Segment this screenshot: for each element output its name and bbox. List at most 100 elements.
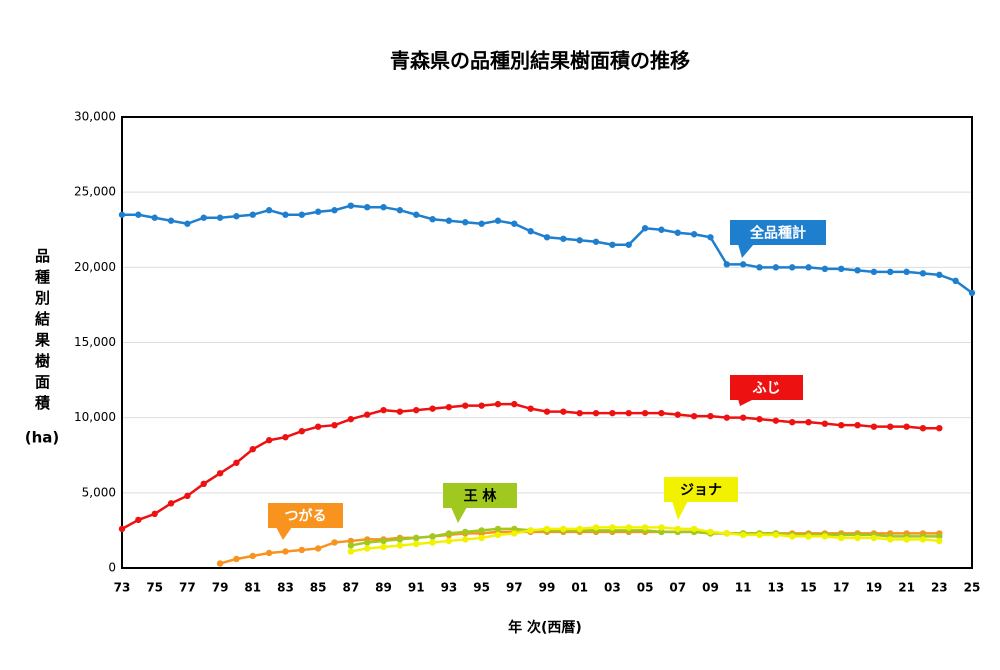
x-tick-label: 87: [342, 581, 359, 595]
data-point: [184, 492, 191, 500]
data-point: [723, 530, 731, 537]
plot-frame: [121, 116, 973, 569]
data-point: [821, 265, 829, 273]
x-axis-label: 年 次(西暦): [508, 619, 582, 636]
data-point: [282, 211, 289, 218]
data-point: [821, 533, 829, 540]
x-tick-label: 23: [931, 581, 948, 595]
callout: つがる: [268, 503, 343, 540]
data-point: [838, 534, 845, 542]
data-point: [314, 423, 322, 430]
y-axis-label: 品種別結果樹面積: [33, 248, 51, 416]
legend-label: ジョナ: [680, 483, 722, 499]
data-point: [380, 543, 387, 551]
data-point: [233, 459, 240, 466]
data-point: [674, 229, 681, 236]
data-point: [429, 216, 436, 223]
data-point: [821, 420, 829, 427]
data-point: [413, 406, 420, 414]
x-tick-label: 03: [604, 581, 621, 595]
data-point: [363, 539, 371, 546]
series-line: [122, 204, 973, 294]
data-point: [151, 214, 158, 221]
data-point: [167, 500, 175, 507]
data-point: [429, 405, 436, 412]
data-point: [952, 277, 959, 285]
legend-label: 王 林: [464, 488, 497, 505]
y-tick-label: 5,000: [82, 485, 116, 499]
data-point: [576, 237, 583, 244]
x-tick-label: 07: [669, 581, 686, 595]
data-point: [494, 217, 502, 224]
data-point: [838, 265, 845, 273]
data-point: [347, 202, 355, 209]
legend-label: 全品種計: [749, 225, 806, 242]
data-point: [854, 421, 861, 429]
x-tick-label: 79: [212, 581, 229, 595]
data-point: [936, 537, 943, 545]
data-point: [625, 241, 632, 248]
data-point: [919, 270, 927, 277]
data-point: [233, 555, 240, 563]
data-point: [331, 421, 338, 429]
data-point: [919, 536, 927, 543]
data-point: [560, 408, 567, 415]
y-tick-label: 20,000: [74, 260, 116, 274]
data-point: [690, 525, 698, 533]
data-point: [788, 264, 796, 271]
y-axis-unit: (ha): [25, 429, 60, 447]
data-point: [413, 534, 420, 542]
x-tick-label: 75: [146, 581, 163, 595]
x-tick-label: 09: [702, 581, 719, 595]
data-point: [478, 534, 485, 542]
data-point: [445, 403, 453, 411]
callout-pointer: [276, 527, 292, 540]
data-point: [135, 211, 142, 218]
data-point: [707, 412, 714, 420]
x-tick-label: 01: [571, 581, 588, 595]
data-point: [151, 510, 158, 518]
data-point: [756, 531, 763, 539]
data-point: [298, 546, 306, 554]
x-tick-label: 25: [964, 581, 981, 595]
data-point: [674, 525, 681, 533]
data-point: [511, 400, 518, 408]
data-point: [887, 423, 894, 430]
data-point: [788, 533, 796, 540]
data-point: [347, 537, 355, 545]
data-point: [543, 525, 551, 533]
data-point: [429, 533, 436, 540]
data-point: [854, 534, 861, 542]
data-point: [625, 524, 632, 531]
data-point: [854, 267, 861, 274]
data-point: [380, 204, 387, 211]
data-point: [870, 423, 878, 430]
x-tick-label: 19: [866, 581, 883, 595]
x-tick-label: 91: [408, 581, 425, 595]
data-point: [707, 528, 714, 536]
x-tick-label: 81: [244, 581, 261, 595]
data-point: [756, 415, 763, 423]
data-point: [805, 533, 812, 540]
data-point: [723, 261, 731, 268]
x-tick-label: 17: [833, 581, 850, 595]
y-tick-label: 25,000: [74, 185, 116, 199]
x-tick-label: 99: [539, 581, 556, 595]
callout: ふじ: [730, 375, 803, 406]
data-point: [494, 531, 502, 539]
data-point: [216, 214, 224, 221]
data-point: [527, 228, 534, 235]
data-point: [658, 528, 665, 536]
x-tick-label: 05: [637, 581, 654, 595]
data-point: [527, 405, 534, 412]
data-point: [739, 531, 747, 539]
callout-box: [443, 483, 517, 508]
data-point: [609, 241, 616, 248]
data-point: [968, 289, 976, 297]
data-point: [936, 271, 943, 279]
x-tick-label: 93: [441, 581, 458, 595]
data-point: [494, 525, 502, 533]
data-point: [233, 213, 240, 220]
data-point: [641, 524, 649, 531]
